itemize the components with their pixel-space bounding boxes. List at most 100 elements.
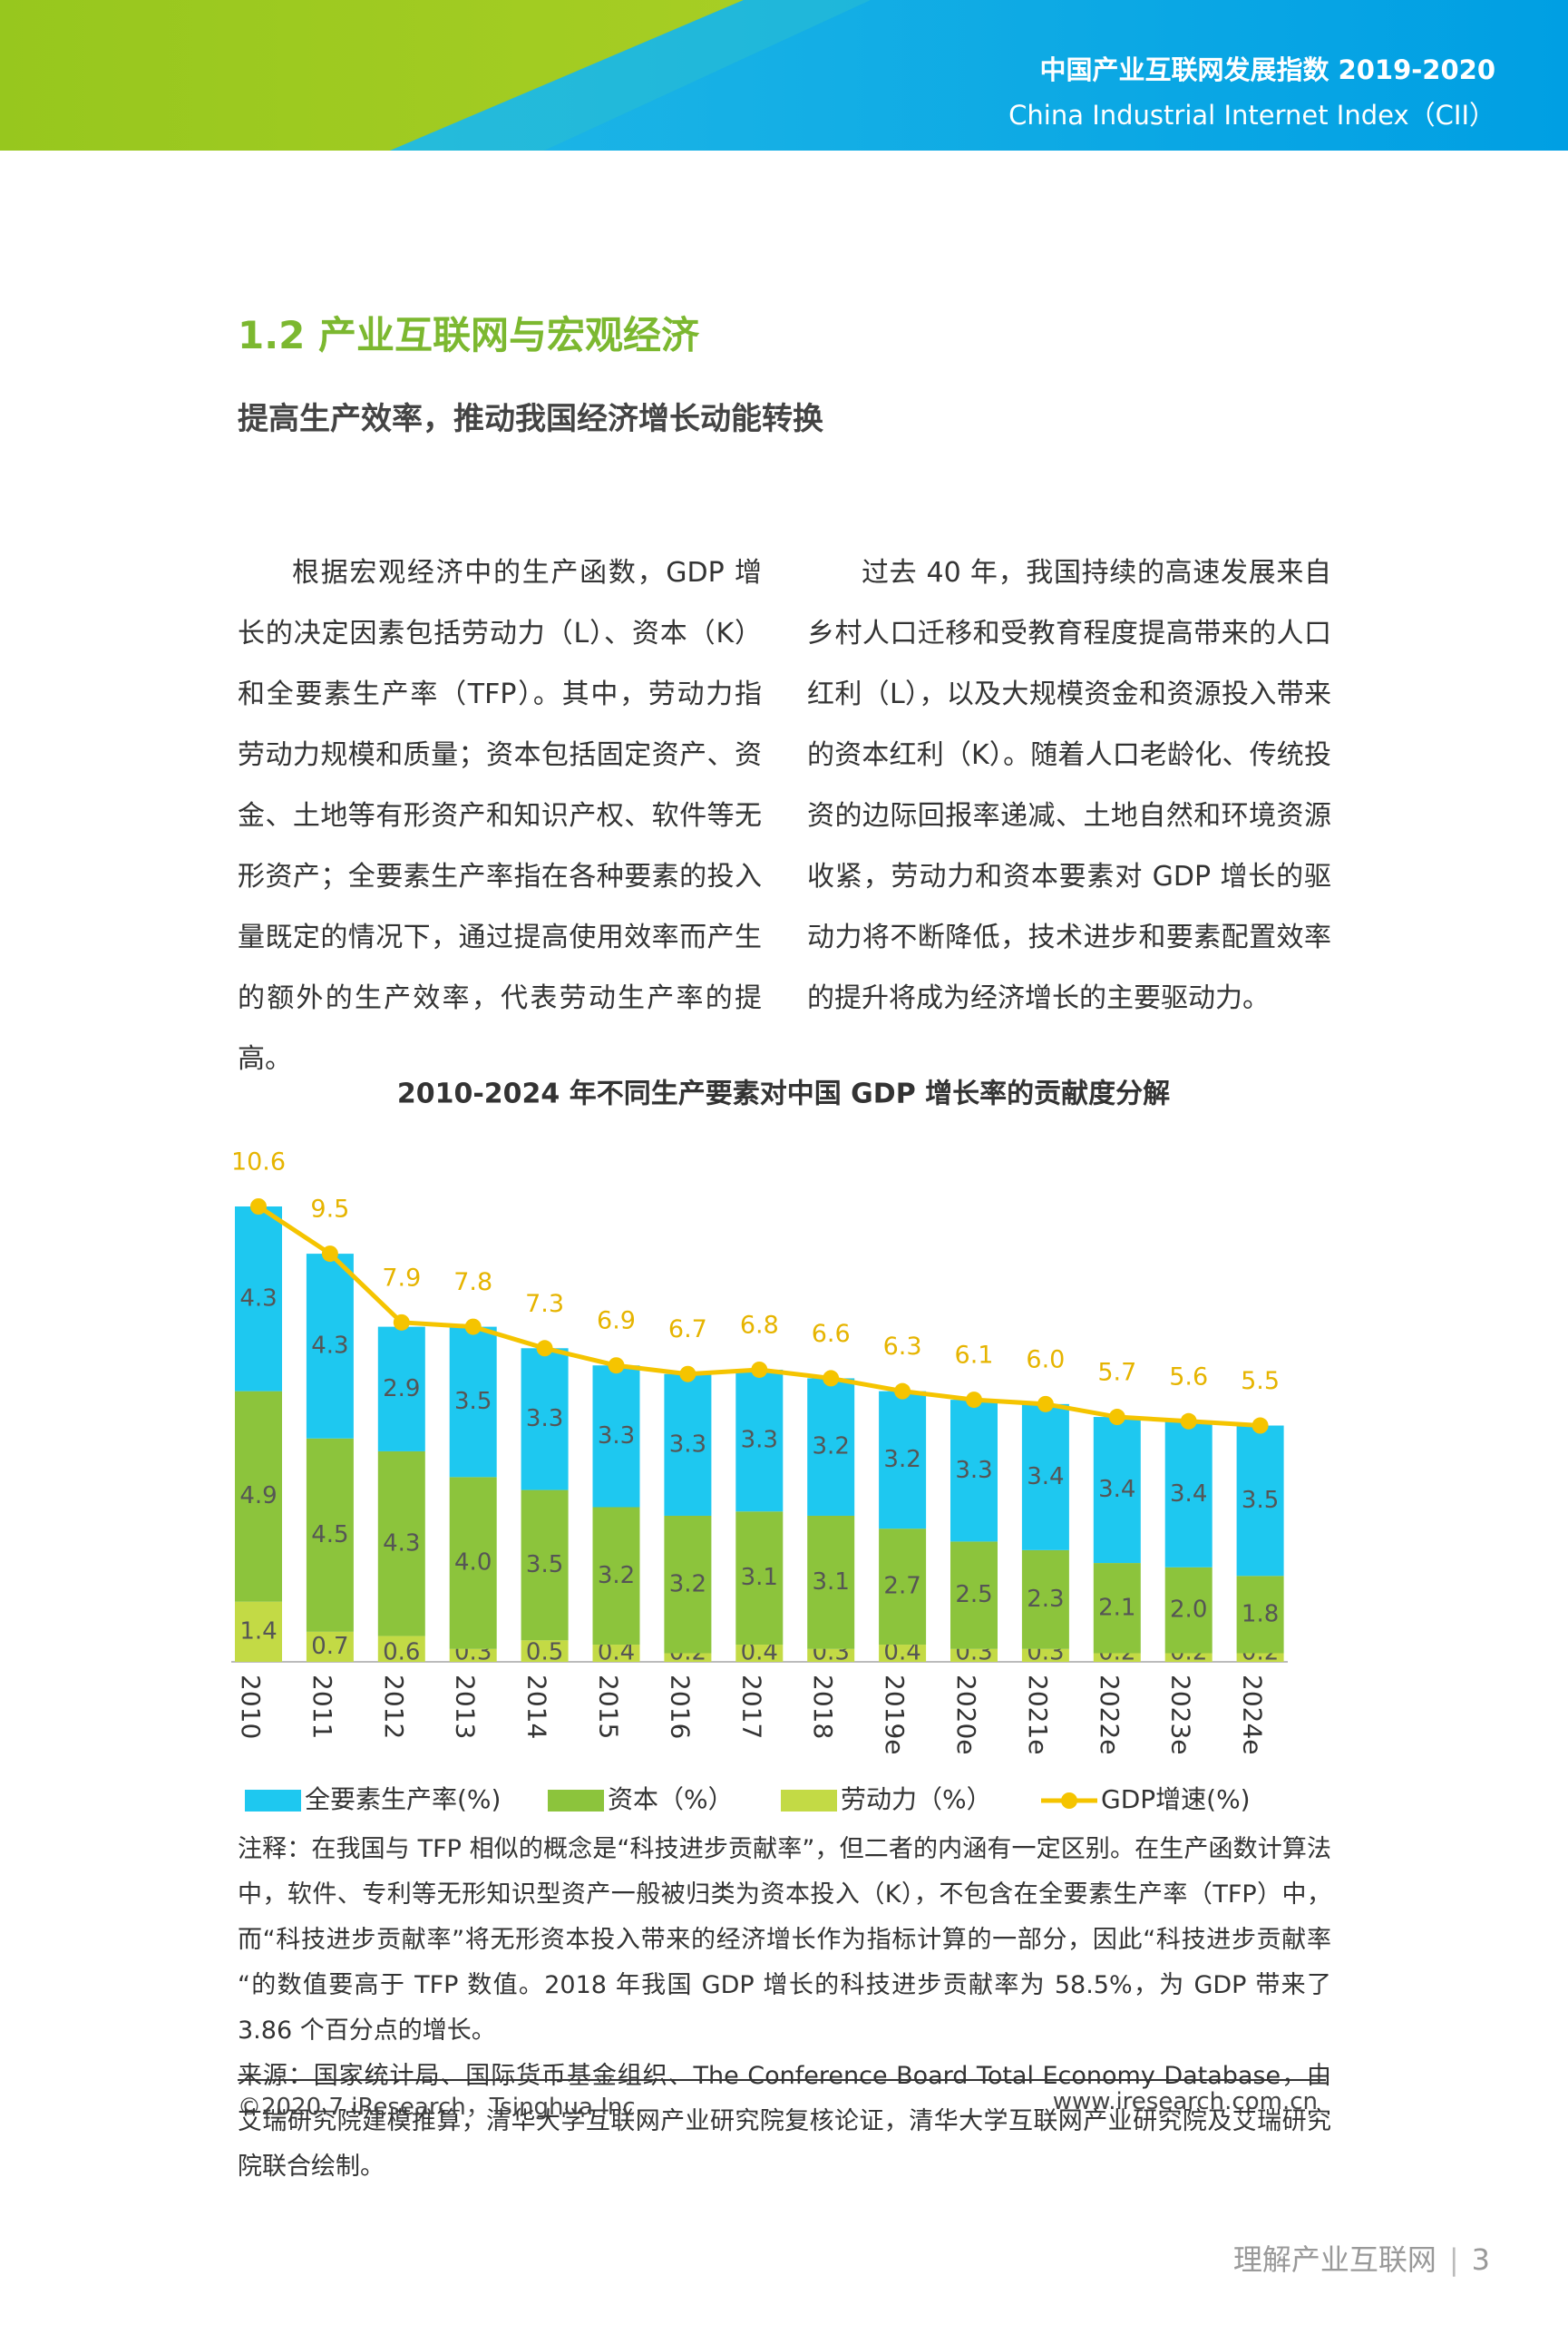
gdp-point — [1251, 1417, 1269, 1434]
data-label: 3.4 — [1027, 1463, 1064, 1490]
x-tick-label: 2024e — [1238, 1675, 1268, 1754]
bar-segment — [235, 1601, 282, 1662]
source: 来源：国家统计局、国际货币基金组织、The Conference Board T… — [238, 2062, 1331, 2181]
data-label: 3.2 — [669, 1570, 706, 1597]
section-subheading: 提高生产效率，推动我国经济增长动能转换 — [238, 401, 823, 437]
data-label: 2.9 — [383, 1375, 420, 1402]
copyright: ©2020.7 iResearch，Tsinghua Inc. — [238, 2094, 643, 2121]
bar-segment — [1164, 1567, 1213, 1654]
bar-segment — [950, 1648, 998, 1662]
bar-segment — [1236, 1576, 1284, 1654]
data-label: 6.3 — [883, 1333, 922, 1361]
bar-segment — [1021, 1549, 1069, 1649]
header-title: 中国产业互联网发展指数 2019-2020 — [1039, 54, 1495, 85]
bar-segment — [449, 1648, 497, 1662]
paragraph: 过去 40 年，我国持续的高速发展来自乡村人口迁移和受教育程度提高带来的人口红利… — [807, 557, 1331, 1014]
rule — [238, 2079, 1326, 2081]
bar-segment — [449, 1477, 497, 1649]
data-label: 3.2 — [813, 1433, 850, 1460]
bar-segment — [1093, 1563, 1141, 1654]
data-label: 4.3 — [239, 1284, 277, 1312]
url: www.iresearch.com.cn — [1052, 2088, 1318, 2115]
data-label: 7.8 — [453, 1268, 492, 1296]
bar-segment — [1021, 1403, 1069, 1550]
note: 注释：在我国与 TFP 相似的概念是“科技进步贡献率”，但二者的内涵有一定区别。… — [238, 1835, 1331, 2045]
data-label: 5.5 — [1241, 1367, 1280, 1395]
x-tick-label: 2018 — [808, 1675, 838, 1739]
data-label: 6.1 — [955, 1342, 994, 1370]
bar-segment — [879, 1528, 927, 1646]
bar-segment — [306, 1438, 354, 1632]
gdp-point — [536, 1340, 553, 1357]
gdp-point — [1037, 1395, 1054, 1412]
bar-segment — [306, 1631, 354, 1662]
bar-segment — [1164, 1653, 1213, 1662]
gdp-point — [1180, 1412, 1197, 1430]
bar-segment — [235, 1391, 282, 1602]
bar-segment — [807, 1378, 855, 1516]
gdp-point — [966, 1392, 982, 1409]
bar-segment — [377, 1326, 425, 1451]
bar-segment — [735, 1511, 784, 1646]
gdp-point — [321, 1245, 338, 1263]
x-tick-label: 2011 — [307, 1675, 337, 1739]
x-tick-label: 2020e — [951, 1675, 981, 1754]
bar-segment — [1164, 1421, 1213, 1567]
bar-segment — [664, 1653, 712, 1662]
bar-segment — [521, 1348, 569, 1490]
x-tick-label: 2023e — [1166, 1675, 1196, 1754]
bar-segment — [735, 1369, 784, 1512]
legend-label: GDP增速(%) — [1101, 1784, 1251, 1814]
data-label: 3.3 — [598, 1422, 635, 1450]
data-label: 3.3 — [526, 1405, 563, 1432]
data-label: 3.2 — [598, 1562, 635, 1589]
data-label: 4.5 — [311, 1521, 348, 1548]
data-label: 6.8 — [740, 1311, 779, 1339]
chart: 2010-2024 年不同生产要素对中国 GDP 增长率的贡献度分解 1.4 4.… — [231, 1079, 1288, 1814]
bar-segment — [807, 1515, 855, 1649]
data-label: 3.2 — [883, 1446, 920, 1473]
data-label: 5.7 — [1097, 1359, 1136, 1387]
section-heading: 1.2 产业互联网与宏观经济 — [238, 313, 700, 357]
data-label: 2.3 — [1027, 1586, 1064, 1613]
bar-segment — [664, 1373, 712, 1516]
x-tick-label: 2019e — [880, 1675, 910, 1754]
bar-segment — [950, 1541, 998, 1649]
data-label: 0.7 — [311, 1633, 348, 1660]
data-label: 4.9 — [239, 1482, 277, 1509]
separator: | — [1448, 2242, 1459, 2277]
bar-segment — [879, 1391, 927, 1529]
data-label: 5.6 — [1169, 1362, 1208, 1391]
gdp-point — [751, 1361, 768, 1378]
data-label: 9.5 — [310, 1196, 349, 1224]
gdp-point — [1108, 1409, 1125, 1426]
data-label: 3.1 — [813, 1568, 850, 1596]
bar-segment — [592, 1365, 640, 1508]
gdp-point — [823, 1370, 840, 1387]
data-label: 10.6 — [231, 1148, 286, 1177]
chart-title: 2010-2024 年不同生产要素对中国 GDP 增长率的贡献度分解 — [397, 1079, 1170, 1110]
bar-segment — [807, 1648, 855, 1662]
header-subtitle: China Industrial Internet Index（CII） — [1008, 100, 1495, 131]
page-number: 3 — [1471, 2242, 1490, 2277]
gdp-point — [608, 1357, 625, 1374]
bar-segment — [1021, 1648, 1069, 1662]
data-label: 1.4 — [239, 1617, 277, 1645]
data-label: 2.7 — [883, 1573, 920, 1600]
data-label: 3.4 — [1098, 1476, 1135, 1503]
data-label: 3.5 — [1242, 1487, 1279, 1514]
data-label: 3.3 — [669, 1431, 706, 1458]
data-label: 6.9 — [597, 1307, 636, 1335]
bar-segment — [664, 1515, 712, 1654]
bar-segment — [1093, 1653, 1141, 1662]
data-label: 3.4 — [1170, 1480, 1207, 1508]
data-label: 3.3 — [955, 1457, 992, 1484]
gdp-point — [393, 1313, 410, 1331]
gdp-point — [250, 1198, 267, 1215]
legend-label: 劳动力（%） — [841, 1784, 992, 1814]
bar-segment — [1236, 1653, 1284, 1662]
legend-swatch — [548, 1790, 604, 1812]
x-tick-label: 2021e — [1023, 1675, 1053, 1754]
bar-segment — [879, 1645, 927, 1662]
data-label: 3.5 — [454, 1388, 492, 1415]
